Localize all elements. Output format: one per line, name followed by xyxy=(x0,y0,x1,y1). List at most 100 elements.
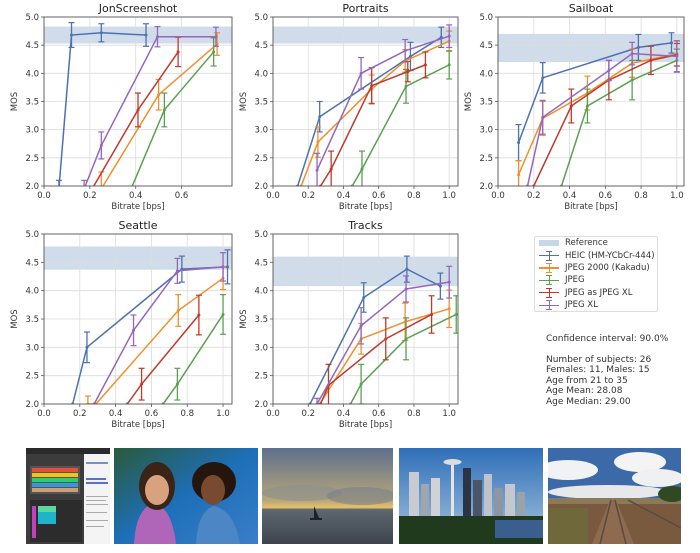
subplot-tracks: 2.0 2.5 3.0 3.5 4.0 4.5 5.0 0.0 0.2 0.4 0.6 0.8 1.0 T… xyxy=(239,219,459,430)
x-tick-label: 1.0 xyxy=(670,191,684,201)
data-point xyxy=(569,104,573,108)
data-point xyxy=(83,187,86,190)
series-jpeg xyxy=(131,37,217,186)
legend-swatch-jpeg2000 xyxy=(539,262,559,274)
subplot-seattle: 2.0 2.5 3.0 3.5 4.0 4.5 5.0 0.0 0.2 0.4 0.6 0.8 1.0 S… xyxy=(10,219,233,430)
y-tick-label: 2.5 xyxy=(254,154,268,164)
data-point xyxy=(315,168,319,172)
data-point xyxy=(197,313,201,317)
y-tick-label: 2.5 xyxy=(479,154,493,164)
y-tick-label: 4.0 xyxy=(25,287,39,297)
series-line xyxy=(319,308,450,404)
thumbnail-sailboat xyxy=(262,448,393,544)
data-point xyxy=(70,33,74,37)
y-axis-label: MOS xyxy=(239,92,249,111)
y-tick-label: 5.0 xyxy=(254,13,268,23)
data-point xyxy=(85,345,89,349)
series-heic xyxy=(55,22,150,186)
series-line xyxy=(162,314,224,404)
x-tick-label: 0.4 xyxy=(129,191,143,201)
legend-label: HEIC (HM-YCbCr-444) xyxy=(565,250,655,261)
series-line xyxy=(296,36,442,186)
series-jpeg xyxy=(350,50,453,186)
x-tick-label: 0.0 xyxy=(266,191,280,201)
data-point xyxy=(221,265,225,269)
y-tick-label: 4.5 xyxy=(254,41,268,51)
thumbnail-jonscreenshot xyxy=(26,448,110,544)
series-line xyxy=(58,32,147,186)
series-line xyxy=(84,35,216,186)
y-tick-label: 3.0 xyxy=(25,343,39,353)
data-point xyxy=(404,337,408,341)
data-point xyxy=(447,280,451,284)
series-line xyxy=(102,43,218,186)
data-point xyxy=(541,115,545,119)
chart-title: JonScreenshot xyxy=(98,2,178,15)
y-axis-label: MOS xyxy=(10,92,20,111)
stat-age-mean: Age Mean: 28.08 xyxy=(546,386,623,396)
thumbnail-tracks xyxy=(548,448,681,544)
series-line xyxy=(87,277,224,404)
data-point xyxy=(675,54,679,58)
data-point xyxy=(370,84,374,88)
data-point xyxy=(176,50,180,54)
y-tick-label: 4.5 xyxy=(479,41,493,51)
x-axis-label: Bitrate [bps] xyxy=(339,202,392,212)
stat-age-median: Age Median: 29.00 xyxy=(546,396,631,407)
data-point xyxy=(212,50,216,54)
series-jpeg2000 xyxy=(84,266,227,404)
data-point xyxy=(360,167,364,171)
data-point xyxy=(175,269,179,273)
y-tick-label: 5.0 xyxy=(254,230,268,240)
data-point xyxy=(585,104,589,108)
chart-title: Tracks xyxy=(347,219,383,232)
series-jpeg xyxy=(161,294,227,404)
data-point xyxy=(214,35,218,39)
legend-label: JPEG XL xyxy=(565,300,598,311)
y-tick-label: 3.0 xyxy=(479,126,493,136)
data-point xyxy=(99,31,103,35)
x-tick-label: 0.0 xyxy=(37,191,51,201)
series-line xyxy=(319,64,426,186)
data-point xyxy=(99,143,103,147)
series-jpeg-as-jxl xyxy=(125,294,202,404)
data-point xyxy=(447,34,451,38)
series-line xyxy=(93,266,224,404)
series-jpeg-as-jxl xyxy=(319,295,435,404)
data-point xyxy=(669,41,673,45)
data-point xyxy=(176,309,180,312)
legend-label: JPEG xyxy=(565,275,585,286)
reference-band xyxy=(273,26,458,44)
series-jpeg-as-jxl xyxy=(532,42,680,186)
series-heic xyxy=(71,249,231,404)
series-line xyxy=(309,268,441,404)
legend-label: JPEG as JPEG XL xyxy=(565,287,633,298)
reference-band xyxy=(273,256,458,287)
x-tick-label: 0.2 xyxy=(527,191,541,201)
confidence-interval: Confidence interval: 90.0% xyxy=(546,334,669,344)
x-tick-label: 1.0 xyxy=(442,191,456,201)
x-tick-label: 0.2 xyxy=(301,409,315,419)
data-point xyxy=(438,284,442,288)
x-tick-label: 0.4 xyxy=(337,409,351,419)
x-axis-label: Bitrate [bps] xyxy=(564,202,617,212)
y-tick-label: 3.5 xyxy=(25,98,39,108)
y-tick-label: 3.5 xyxy=(254,315,268,325)
x-axis-label: Bitrate [bps] xyxy=(111,202,164,212)
legend-swatch-heic xyxy=(539,250,559,262)
series-line xyxy=(92,51,179,186)
data-point xyxy=(649,58,653,62)
x-tick-label: 1.0 xyxy=(216,409,230,419)
plot-frame xyxy=(272,233,459,405)
y-tick-label: 2.0 xyxy=(479,182,493,192)
series-heic xyxy=(296,26,445,186)
data-point xyxy=(318,115,322,119)
x-tick-label: 0.4 xyxy=(563,191,577,201)
x-tick-label: 0.6 xyxy=(372,409,386,419)
series-line xyxy=(316,35,450,171)
y-tick-label: 4.5 xyxy=(25,258,39,268)
y-tick-label: 2.5 xyxy=(25,154,39,164)
y-tick-label: 3.5 xyxy=(479,98,493,108)
series-jpegxl xyxy=(314,265,453,404)
plot-frame xyxy=(272,16,459,187)
